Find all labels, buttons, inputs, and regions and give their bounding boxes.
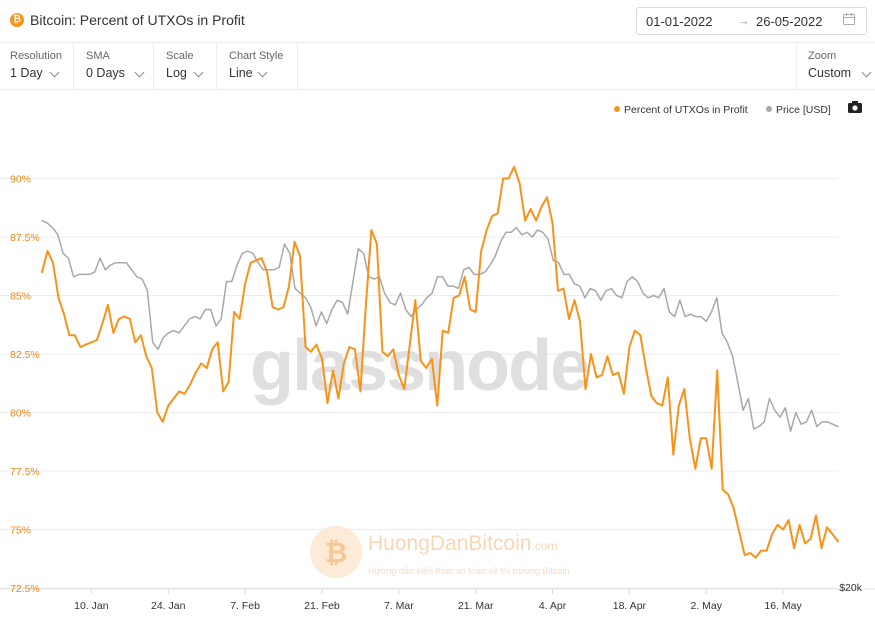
x-tick-label: 21. Mar [458,600,494,612]
zoom-select[interactable]: Zoom Custom [796,43,875,89]
legend-label-utxo[interactable]: Percent of UTXOs in Profit [624,104,748,116]
watermark-brand: HuongDanBitcoin.com [368,532,557,555]
series-line-utxo-profit[interactable] [41,165,839,559]
watermark: glassnode ₿ HuongDanBitcoin.com Hướng dẫ… [250,326,590,578]
chevron-down-icon [257,67,268,78]
x-tick-label: 4. Apr [539,600,567,612]
x-tick-label: 24. Jan [151,600,186,612]
y-tick-label: 85% [10,291,31,303]
legend-label-price[interactable]: Price [USD] [776,104,831,116]
calendar-icon[interactable] [843,13,855,25]
y-tick-label: 72.5% [10,583,40,595]
chart-header: ₿ Bitcoin: Percent of UTXOs in Profit 01… [0,0,875,43]
x-tick-label: 21. Feb [304,600,340,612]
gridlines [0,178,875,590]
chart-controls: Resolution 1 Day SMA 0 Days Scale Log Ch… [0,43,875,90]
bitcoin-icon: ₿ [10,13,24,27]
chart-style-value: Line [229,66,253,80]
y-tick-label: 82.5% [10,349,40,361]
watermark-text: glassnode [250,326,588,406]
scale-value: Log [166,66,187,80]
y-tick-label: 80% [10,408,31,420]
watermark-brand-name: HuongDanBitcoin [368,532,531,555]
x-tick-label: 18. Apr [613,600,647,612]
series-lines [41,165,839,559]
zoom-label: Zoom [808,50,837,62]
y-tick-label: 87.5% [10,232,40,244]
watermark-tagline: Hướng dẫn kiến thức an toàn về thị trườn… [368,566,570,576]
chart-title: Bitcoin: Percent of UTXOs in Profit [30,12,245,28]
arrow-right-icon: → [737,13,750,28]
x-tick-label: 7. Feb [230,600,260,612]
x-tick-label: 2. May [690,600,722,612]
watermark-logo [310,526,362,578]
resolution-label: Resolution [10,50,62,62]
legend: Percent of UTXOs in Profit Price [USD] [614,101,862,116]
zoom-value: Custom [808,66,852,80]
chart-area: Percent of UTXOs in Profit Price [USD] g… [0,101,875,612]
legend-swatch-price [766,106,772,112]
x-axis: 10. Jan 24. Jan 7. Feb 21. Feb 7. Mar 21. Mar… [74,589,803,612]
y-tick-label: 77.5% [10,466,40,478]
chevron-down-icon [861,67,872,78]
chevron-down-icon [134,67,145,78]
x-tick-label: 10. Jan [74,600,109,612]
x-tick-label: 16. May [764,600,802,612]
chart-style-select[interactable]: Chart Style Line [217,43,298,89]
legend-swatch-utxo [614,106,620,112]
date-from-input[interactable]: 01-01-2022 [646,14,713,29]
scale-select[interactable]: Scale Log [154,43,217,89]
y-axis-right-tick: $20k [839,582,863,594]
date-to-input[interactable]: 26-05-2022 [756,14,823,29]
chevron-down-icon [49,67,60,78]
date-range-picker[interactable]: 01-01-2022 → 26-05-2022 [636,7,867,35]
scale-label: Scale [166,50,194,62]
resolution-select[interactable]: Resolution 1 Day [0,43,74,89]
y-tick-label: 90% [10,174,31,186]
camera-icon[interactable] [848,101,862,113]
x-tick-label: 7. Mar [384,600,414,612]
chevron-down-icon [193,67,204,78]
sma-value: 0 Days [86,66,125,80]
resolution-value: 1 Day [10,66,43,80]
sma-label: SMA [86,50,110,62]
watermark-logo-glyph: ₿ [325,537,348,568]
series-line-price[interactable] [41,219,839,432]
y-axis-left: 72.5% 75% 77.5% 80% 82.5% 85% 87.5% 90% [10,174,40,596]
y-tick-label: 75% [10,525,31,537]
watermark-brand-suffix: .com [531,539,557,553]
sma-select[interactable]: SMA 0 Days [74,43,154,89]
chart-style-label: Chart Style [229,50,284,62]
